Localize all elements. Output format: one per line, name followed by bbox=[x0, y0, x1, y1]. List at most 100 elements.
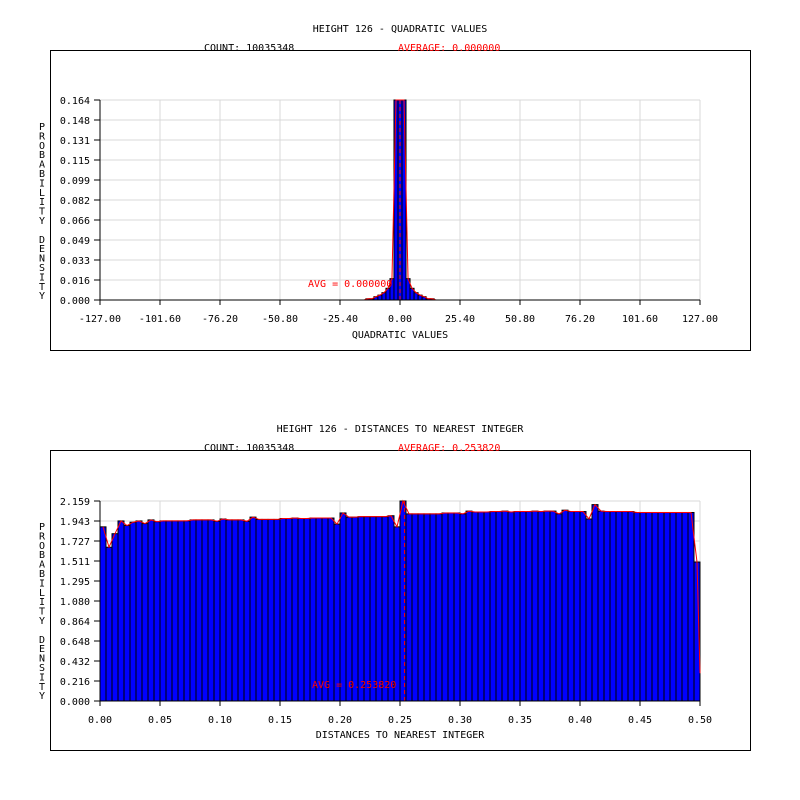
x-tick-label: 0.05 bbox=[148, 715, 172, 726]
y-tick-label: 0.148 bbox=[60, 116, 90, 127]
density-curve bbox=[102, 499, 701, 674]
histogram-bar bbox=[537, 511, 545, 702]
axes: 0.00 0.05 0.10 0.15 0.20 0.25 0.30 0.35 0.40 0.45… bbox=[60, 497, 712, 726]
chart-frame bbox=[50, 50, 751, 351]
histogram-bar bbox=[561, 509, 569, 702]
y-tick-label: 1.080 bbox=[60, 597, 90, 608]
y-tick-label: 0.033 bbox=[60, 256, 90, 267]
y-tick-label: 0.082 bbox=[60, 196, 90, 207]
y-tick-label: 0.164 bbox=[60, 96, 90, 107]
histogram-bar bbox=[447, 512, 455, 702]
histogram-bar bbox=[651, 511, 659, 702]
x-tick-label: 101.60 bbox=[622, 314, 658, 325]
histogram-bar bbox=[111, 533, 119, 702]
histogram-bar bbox=[171, 520, 179, 702]
x-tick-label: -101.60 bbox=[139, 314, 181, 325]
histogram-bar bbox=[525, 511, 533, 702]
histogram-bar bbox=[585, 518, 593, 702]
y-tick-label: 0.099 bbox=[60, 176, 90, 187]
histogram-bar bbox=[183, 520, 191, 702]
histogram-bar bbox=[399, 500, 407, 702]
quadratic-values-chart: -127.00 -101.60 -76.20 -50.80 -25.40 0.00 25.4… bbox=[37, 24, 751, 351]
axes: -127.00 -101.60 -76.20 -50.80 -25.40 0.00 25.4… bbox=[60, 96, 718, 325]
histogram-bar bbox=[327, 517, 335, 702]
histogram-bar bbox=[483, 511, 491, 702]
histogram-bar bbox=[507, 511, 515, 702]
x-tick-label: 0.10 bbox=[208, 715, 232, 726]
histogram-bar bbox=[573, 511, 581, 702]
count-label: COUNT: 10035348 bbox=[204, 443, 294, 454]
histogram-bar bbox=[105, 546, 113, 702]
histogram-bar bbox=[297, 518, 305, 702]
y-tick-label: 0.216 bbox=[60, 677, 90, 688]
histogram-bar bbox=[441, 512, 449, 702]
histogram-bar bbox=[249, 516, 257, 702]
y-tick-label: 1.295 bbox=[60, 577, 90, 588]
histogram-bar bbox=[369, 516, 377, 702]
y-tick-label: 0.432 bbox=[60, 657, 90, 668]
y-tick-label: 0.000 bbox=[60, 697, 90, 708]
histogram-bar bbox=[165, 520, 173, 702]
chart-title: HEIGHT 126 - DISTANCES TO NEAREST INTEGE… bbox=[277, 424, 525, 435]
histogram-bar bbox=[213, 520, 221, 702]
y-tick-label: 0.049 bbox=[60, 236, 90, 247]
histogram-bar bbox=[273, 518, 281, 702]
histogram-bar bbox=[279, 518, 287, 702]
histogram-bar bbox=[401, 99, 407, 301]
histogram-bar bbox=[501, 510, 509, 702]
histogram-bar bbox=[567, 511, 575, 702]
histogram-bar bbox=[579, 511, 587, 702]
y-tick-label: 0.648 bbox=[60, 637, 90, 648]
chart-frame bbox=[50, 450, 751, 751]
x-tick-label: 0.00 bbox=[388, 314, 412, 325]
histogram-bar bbox=[519, 511, 527, 702]
x-tick-label: -76.20 bbox=[202, 314, 238, 325]
y-tick-label: 2.159 bbox=[60, 497, 90, 508]
bars bbox=[99, 500, 701, 702]
histogram-bar bbox=[309, 517, 317, 702]
histogram-bar bbox=[429, 513, 437, 702]
histogram-bar bbox=[333, 523, 341, 702]
histogram-bar bbox=[261, 518, 269, 702]
histogram-bar bbox=[315, 517, 323, 702]
histogram-bar bbox=[435, 513, 443, 702]
histogram-bar bbox=[417, 513, 425, 702]
y-tick-label: 0.066 bbox=[60, 216, 90, 227]
avg-annotation: AVG = 0.000000 bbox=[308, 279, 392, 290]
x-tick-label: 127.00 bbox=[682, 314, 718, 325]
histogram-bar bbox=[645, 511, 653, 702]
x-tick-label: 0.35 bbox=[508, 715, 532, 726]
histogram-bar bbox=[609, 511, 617, 702]
histogram-bar bbox=[231, 519, 239, 702]
histogram-bar bbox=[285, 518, 293, 702]
y-tick-label: 0.131 bbox=[60, 136, 90, 147]
histogram-bar bbox=[423, 513, 431, 702]
average-label: AVERAGE: 0.000000 bbox=[398, 43, 500, 54]
count-label: COUNT: 10035348 bbox=[204, 43, 294, 54]
histogram-bar bbox=[345, 516, 353, 702]
y-axis-label: PROBABILITY DENSITY bbox=[37, 522, 48, 701]
x-tick-label: 0.40 bbox=[568, 715, 592, 726]
y-tick-label: 1.727 bbox=[60, 537, 90, 548]
x-axis-label: QUADRATIC VALUES bbox=[352, 330, 448, 341]
x-tick-label: 50.80 bbox=[505, 314, 535, 325]
histogram-bar bbox=[207, 519, 215, 702]
y-tick-label: 0.000 bbox=[60, 296, 90, 307]
x-tick-label: 0.50 bbox=[688, 715, 712, 726]
x-tick-label: -50.80 bbox=[262, 314, 298, 325]
histogram-bar bbox=[225, 519, 233, 702]
histogram-bar bbox=[627, 511, 635, 702]
histogram-bar bbox=[99, 526, 107, 702]
histogram-bar bbox=[135, 520, 143, 702]
y-tick-label: 1.943 bbox=[60, 517, 90, 528]
y-tick-label: 0.115 bbox=[60, 156, 90, 167]
histogram-bar bbox=[603, 511, 611, 702]
histogram-bar bbox=[669, 511, 677, 702]
histogram-bar bbox=[393, 99, 399, 301]
histogram-bar bbox=[675, 511, 683, 702]
x-tick-label: 0.15 bbox=[268, 715, 292, 726]
y-tick-label: 0.016 bbox=[60, 276, 90, 287]
x-axis-label: DISTANCES TO NEAREST INTEGER bbox=[316, 730, 486, 741]
histogram-bar bbox=[189, 519, 197, 702]
